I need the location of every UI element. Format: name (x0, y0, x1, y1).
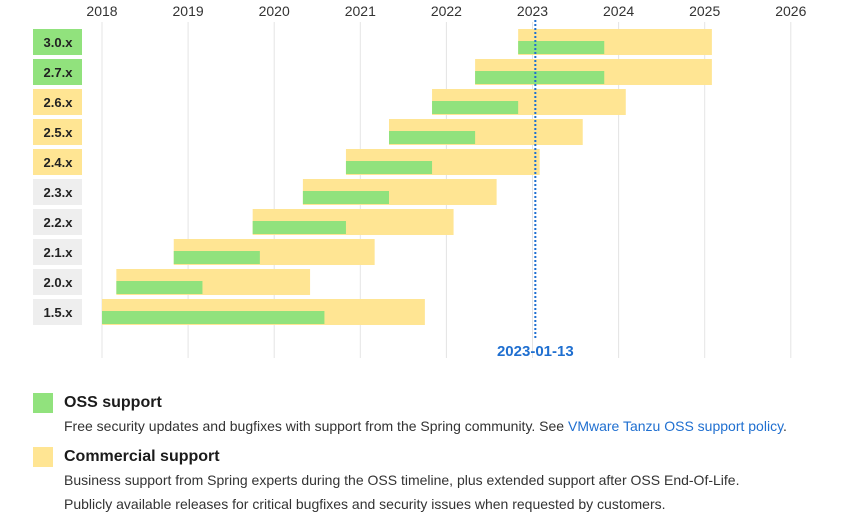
x-tick-label: 2026 (775, 3, 806, 19)
version-label: 2.3.x (44, 185, 74, 200)
version-label-bg (33, 89, 82, 115)
oss-bar (518, 41, 605, 54)
oss-desc-text: Free security updates and bugfixes with … (64, 418, 568, 434)
x-tick-label: 2023 (517, 3, 548, 19)
version-label: 2.1.x (44, 245, 74, 260)
version-label-bg (33, 269, 82, 295)
version-label: 2.2.x (44, 215, 74, 230)
x-tick-label: 2020 (259, 3, 290, 19)
version-label-bg (33, 299, 82, 325)
x-tick-label: 2025 (689, 3, 720, 19)
version-label-bg (33, 119, 82, 145)
oss-bar (389, 131, 476, 144)
version-label: 2.4.x (44, 155, 74, 170)
x-tick-label: 2022 (431, 3, 462, 19)
version-label-bg (33, 59, 82, 85)
oss-bar (102, 311, 325, 324)
oss-policy-link[interactable]: VMware Tanzu OSS support policy (568, 418, 784, 434)
oss-bar (345, 161, 433, 174)
version-label: 2.6.x (44, 95, 74, 110)
x-tick-label: 2019 (173, 3, 204, 19)
version-label-bg (33, 239, 82, 265)
oss-swatch (33, 393, 53, 413)
commercial-swatch (33, 447, 53, 467)
oss-bar (302, 191, 389, 204)
oss-legend-title: OSS support (64, 394, 162, 411)
oss-bar (432, 101, 519, 114)
oss-bar (173, 251, 260, 264)
oss-bar (116, 281, 203, 294)
version-label: 3.0.x (44, 35, 74, 50)
commercial-legend-line2: Publicly available releases for critical… (64, 496, 666, 512)
oss-desc-suffix: . (783, 418, 787, 434)
version-label-bg (33, 209, 82, 235)
version-label: 2.7.x (44, 65, 74, 80)
version-label-bg (33, 179, 82, 205)
x-tick-label: 2018 (86, 3, 117, 19)
version-label-bg (33, 149, 82, 175)
support-timeline-chart: 2018 2019 2020 2021 2022 2023 2024 2025 2026 3.0.… (33, 3, 807, 360)
x-tick-label: 2024 (603, 3, 634, 19)
today-marker-label: 2023-01-13 (497, 343, 574, 360)
version-label-bg (33, 29, 82, 55)
version-label: 2.5.x (44, 125, 74, 140)
commercial-legend-title: Commercial support (64, 448, 220, 465)
version-label: 2.0.x (44, 275, 74, 290)
oss-bar (475, 71, 605, 84)
version-label: 1.5.x (44, 305, 74, 320)
oss-bar (252, 221, 346, 234)
x-tick-label: 2021 (345, 3, 376, 19)
commercial-legend-line1: Business support from Spring experts dur… (64, 472, 740, 488)
oss-legend-description: Free security updates and bugfixes with … (64, 418, 787, 434)
